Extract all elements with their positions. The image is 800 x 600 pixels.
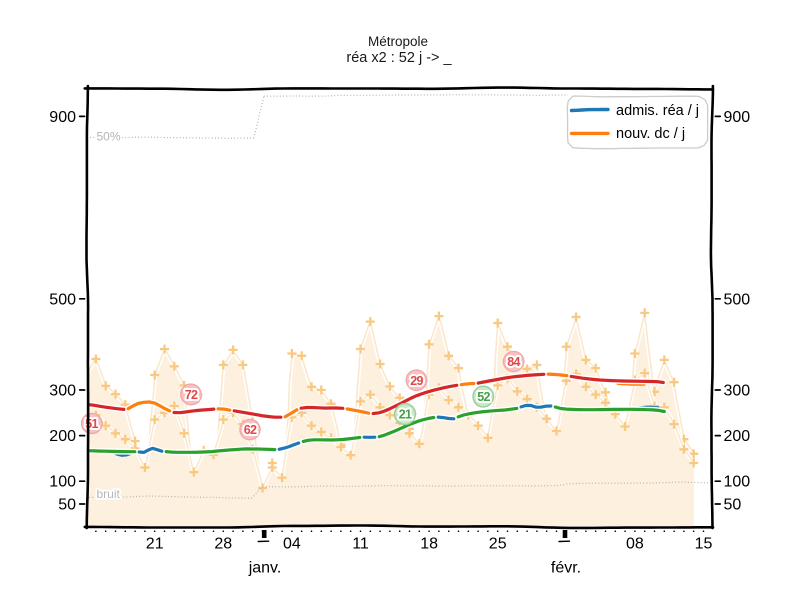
svg-text:21: 21 <box>399 408 412 422</box>
svg-text:50: 50 <box>724 497 742 514</box>
svg-text:11: 11 <box>352 536 369 553</box>
svg-text:50: 50 <box>58 497 76 514</box>
svg-text:500: 500 <box>49 291 76 308</box>
svg-text:50%: 50% <box>97 130 121 144</box>
svg-text:28: 28 <box>214 536 232 553</box>
svg-text:50%: 50% <box>97 130 121 144</box>
svg-text:févr.: févr. <box>551 560 581 577</box>
svg-text:52: 52 <box>477 390 490 404</box>
svg-text:bruit: bruit <box>97 487 121 501</box>
svg-text:04: 04 <box>283 536 301 553</box>
svg-text:Métropole: Métropole <box>368 34 428 49</box>
svg-text:900: 900 <box>724 109 751 126</box>
svg-text:72: 72 <box>185 388 198 402</box>
svg-text:52: 52 <box>477 390 490 404</box>
svg-text:21: 21 <box>399 408 412 422</box>
svg-text:nouv. dc / j: nouv. dc / j <box>616 126 685 142</box>
svg-text:62: 62 <box>244 423 257 437</box>
svg-text:08: 08 <box>626 536 644 553</box>
svg-text:25: 25 <box>489 536 507 553</box>
svg-text:300: 300 <box>724 383 751 400</box>
svg-text:15: 15 <box>695 536 713 553</box>
svg-text:84: 84 <box>507 355 520 369</box>
svg-text:200: 200 <box>49 428 76 445</box>
svg-text:21: 21 <box>146 536 164 553</box>
svg-text:29: 29 <box>410 374 423 388</box>
svg-text:62: 62 <box>244 423 257 437</box>
svg-text:bruit: bruit <box>97 487 121 501</box>
svg-text:janv.: janv. <box>248 560 282 577</box>
svg-text:18: 18 <box>420 536 438 553</box>
svg-text:84: 84 <box>507 355 520 369</box>
svg-text:300: 300 <box>49 383 76 400</box>
svg-text:29: 29 <box>410 374 423 388</box>
svg-text:100: 100 <box>49 474 76 491</box>
svg-text:admis. réa / j: admis. réa / j <box>616 103 699 119</box>
svg-text:900: 900 <box>49 109 76 126</box>
svg-text:réa x2 : 52 j -> _: réa x2 : 52 j -> _ <box>346 50 452 66</box>
svg-text:72: 72 <box>185 388 198 402</box>
svg-text:500: 500 <box>724 291 751 308</box>
svg-text:200: 200 <box>724 428 751 445</box>
svg-text:100: 100 <box>724 474 751 491</box>
